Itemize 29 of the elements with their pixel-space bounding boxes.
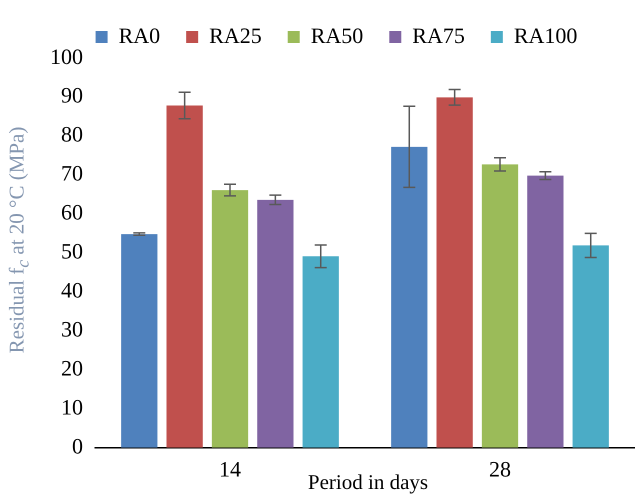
x-axis-title: Period in days — [308, 470, 428, 494]
x-tick-label: 28 — [489, 456, 511, 482]
y-tick-label: 80 — [61, 122, 83, 147]
y-tick-label: 40 — [61, 278, 83, 303]
legend-label: RA100 — [514, 22, 578, 48]
y-tick-label: 30 — [61, 316, 83, 342]
y-tick-label: 60 — [61, 200, 83, 225]
bar — [212, 190, 248, 448]
bar — [121, 234, 158, 448]
y-tick-label: 100 — [50, 44, 83, 69]
bar — [482, 164, 518, 448]
bar — [391, 146, 428, 448]
y-tick-label: 10 — [61, 394, 83, 420]
y-tick-label: 20 — [61, 355, 83, 380]
y-tick-label: 0 — [72, 433, 83, 458]
legend-label: RA75 — [412, 22, 465, 48]
bar — [436, 97, 473, 448]
y-tick-label: 70 — [61, 160, 83, 186]
y-tick-label: 50 — [61, 238, 83, 264]
bar — [527, 176, 564, 448]
bar — [302, 256, 339, 448]
x-tick-label: 14 — [219, 456, 241, 482]
bar — [572, 245, 609, 448]
legend-label: RA50 — [310, 22, 364, 48]
legend-label: RA0 — [118, 22, 160, 48]
y-tick-label: 90 — [61, 82, 83, 108]
legend-label: RA25 — [209, 22, 262, 48]
bar — [166, 106, 203, 448]
bar — [257, 200, 294, 448]
